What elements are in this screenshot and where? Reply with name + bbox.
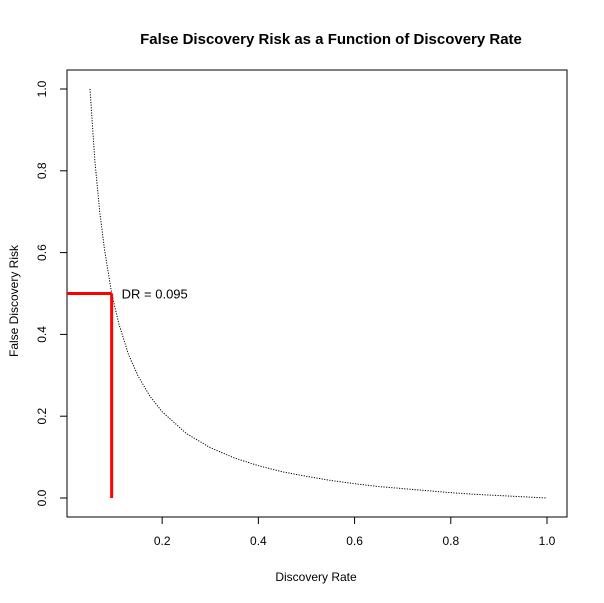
x-tick-label: 0.6 [346, 534, 363, 548]
x-tick-label: 1.0 [539, 534, 556, 548]
y-tick-label: 0.2 [35, 408, 49, 425]
dr-annotation-label: DR = 0.095 [122, 287, 188, 302]
y-tick-label: 1.0 [35, 80, 49, 97]
y-tick-label: 0.0 [35, 489, 49, 506]
y-tick-label: 0.4 [35, 326, 49, 343]
y-axis-label: False Discovery Risk [7, 244, 21, 357]
x-axis: 0.2 0.4 0.6 0.8 1.0 [154, 516, 556, 548]
y-tick-label: 0.6 [35, 244, 49, 261]
y-axis: 0.0 0.2 0.4 0.6 0.8 1.0 [35, 80, 68, 506]
x-axis-label: Discovery Rate [275, 570, 357, 584]
x-tick-label: 0.4 [250, 534, 267, 548]
y-tick-label: 0.8 [35, 162, 49, 179]
x-tick-label: 0.8 [442, 534, 459, 548]
chart-title: False Discovery Risk as a Function of Di… [140, 31, 522, 48]
x-tick-label: 0.2 [154, 534, 171, 548]
annotation-layer: DR = 0.095 [67, 287, 188, 498]
